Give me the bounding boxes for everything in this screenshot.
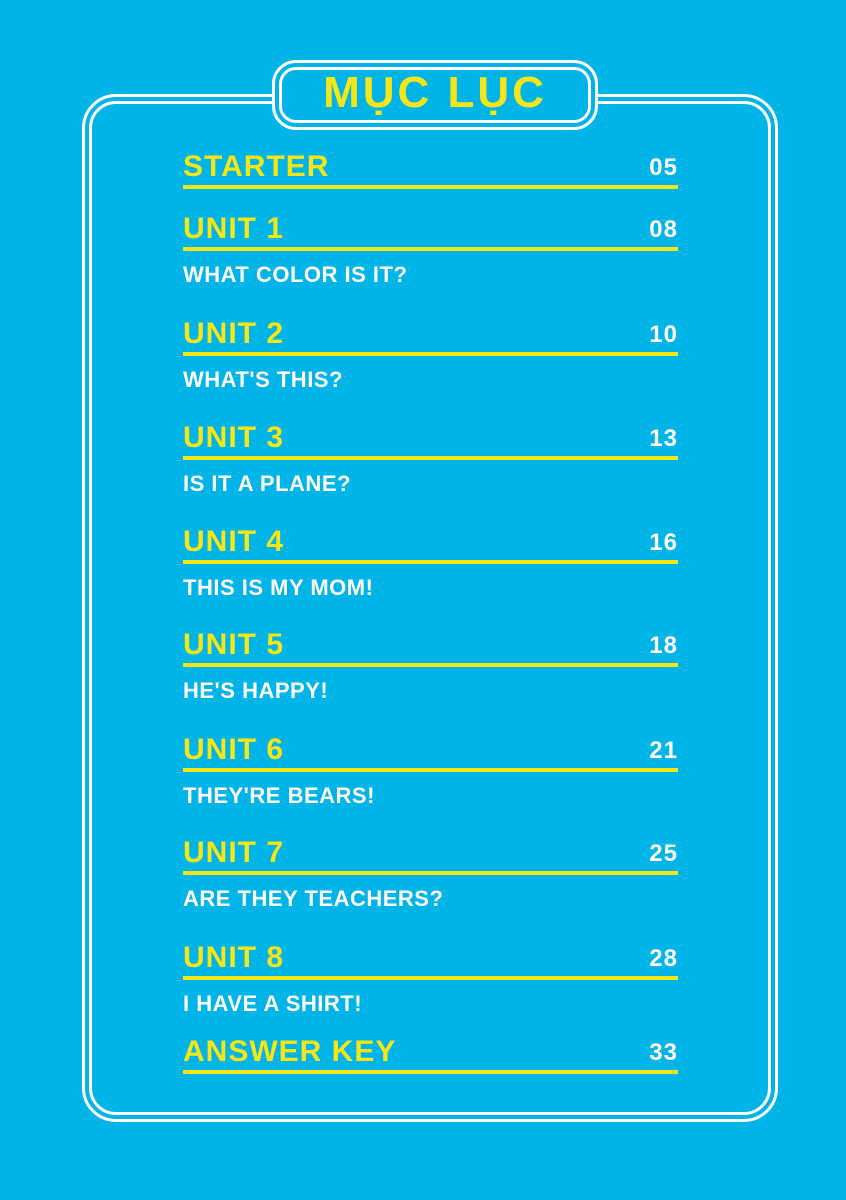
toc-entry-label: STARTER bbox=[183, 150, 330, 183]
toc-entry-unit-2: UNIT 2 10 WHAT'S THIS? bbox=[183, 317, 678, 391]
divider bbox=[183, 247, 678, 251]
toc-entry-page: 16 bbox=[649, 529, 678, 556]
title-box: MỤC LỤC bbox=[272, 60, 598, 130]
toc-entry-subtitle bbox=[183, 202, 678, 203]
divider bbox=[183, 560, 678, 564]
toc-entry-page: 21 bbox=[649, 737, 678, 764]
toc-entry-page: 33 bbox=[649, 1039, 678, 1066]
toc-entry-subtitle: THIS IS MY MOM! bbox=[183, 575, 374, 600]
toc-entry-page: 18 bbox=[649, 632, 678, 659]
toc-entry-unit-3: UNIT 3 13 IS IT A PLANE? bbox=[183, 421, 678, 495]
toc-entry-unit-6: UNIT 6 21 THEY'RE BEARS! bbox=[183, 733, 678, 807]
page-title: MỤC LỤC bbox=[323, 68, 547, 117]
divider bbox=[183, 1070, 678, 1074]
toc-entry-page: 28 bbox=[649, 945, 678, 972]
toc-entry-page: 13 bbox=[649, 425, 678, 452]
toc-entry-label: UNIT 2 bbox=[183, 317, 285, 350]
toc-entry-label: UNIT 8 bbox=[183, 941, 285, 974]
toc-entry-label: UNIT 4 bbox=[183, 525, 285, 558]
toc-entry-page: 08 bbox=[649, 216, 678, 243]
toc-entry-page: 25 bbox=[649, 840, 678, 867]
toc-entry-label: UNIT 7 bbox=[183, 836, 285, 869]
toc-entry-subtitle: IS IT A PLANE? bbox=[183, 471, 351, 496]
title-box-inner-line: MỤC LỤC bbox=[279, 67, 591, 123]
toc-entry-subtitle bbox=[183, 1087, 678, 1088]
toc-entry-subtitle: HE'S HAPPY! bbox=[183, 678, 329, 703]
divider bbox=[183, 456, 678, 460]
toc-entry-label: UNIT 6 bbox=[183, 733, 285, 766]
toc-entry-unit-7: UNIT 7 25 ARE THEY TEACHERS? bbox=[183, 836, 678, 910]
divider bbox=[183, 871, 678, 875]
toc-entry-subtitle: WHAT COLOR IS IT? bbox=[183, 262, 408, 287]
toc-entry-page: 10 bbox=[649, 321, 678, 348]
toc-entry-unit-5: UNIT 5 18 HE'S HAPPY! bbox=[183, 628, 678, 702]
toc-entry-page: 05 bbox=[649, 154, 678, 181]
divider bbox=[183, 663, 678, 667]
toc-entry-subtitle: I HAVE A SHIRT! bbox=[183, 991, 363, 1016]
toc-entry-subtitle: WHAT'S THIS? bbox=[183, 367, 343, 392]
divider bbox=[183, 185, 678, 189]
toc-entry-unit-1: UNIT 1 08 WHAT COLOR IS IT? bbox=[183, 212, 678, 286]
toc-entry-unit-4: UNIT 4 16 THIS IS MY MOM! bbox=[183, 525, 678, 599]
divider bbox=[183, 976, 678, 980]
toc-entry-starter: STARTER 05 bbox=[183, 150, 678, 203]
toc-entry-subtitle: ARE THEY TEACHERS? bbox=[183, 886, 444, 911]
toc-entry-label: UNIT 5 bbox=[183, 628, 285, 661]
toc-entry-label: ANSWER KEY bbox=[183, 1035, 397, 1068]
toc-entry-subtitle: THEY'RE BEARS! bbox=[183, 783, 375, 808]
divider bbox=[183, 352, 678, 356]
divider bbox=[183, 768, 678, 772]
toc-entry-answer-key: ANSWER KEY 33 bbox=[183, 1035, 678, 1088]
toc-entry-label: UNIT 1 bbox=[183, 212, 285, 245]
toc-entry-label: UNIT 3 bbox=[183, 421, 285, 454]
toc-entry-unit-8: UNIT 8 28 I HAVE A SHIRT! bbox=[183, 941, 678, 1015]
